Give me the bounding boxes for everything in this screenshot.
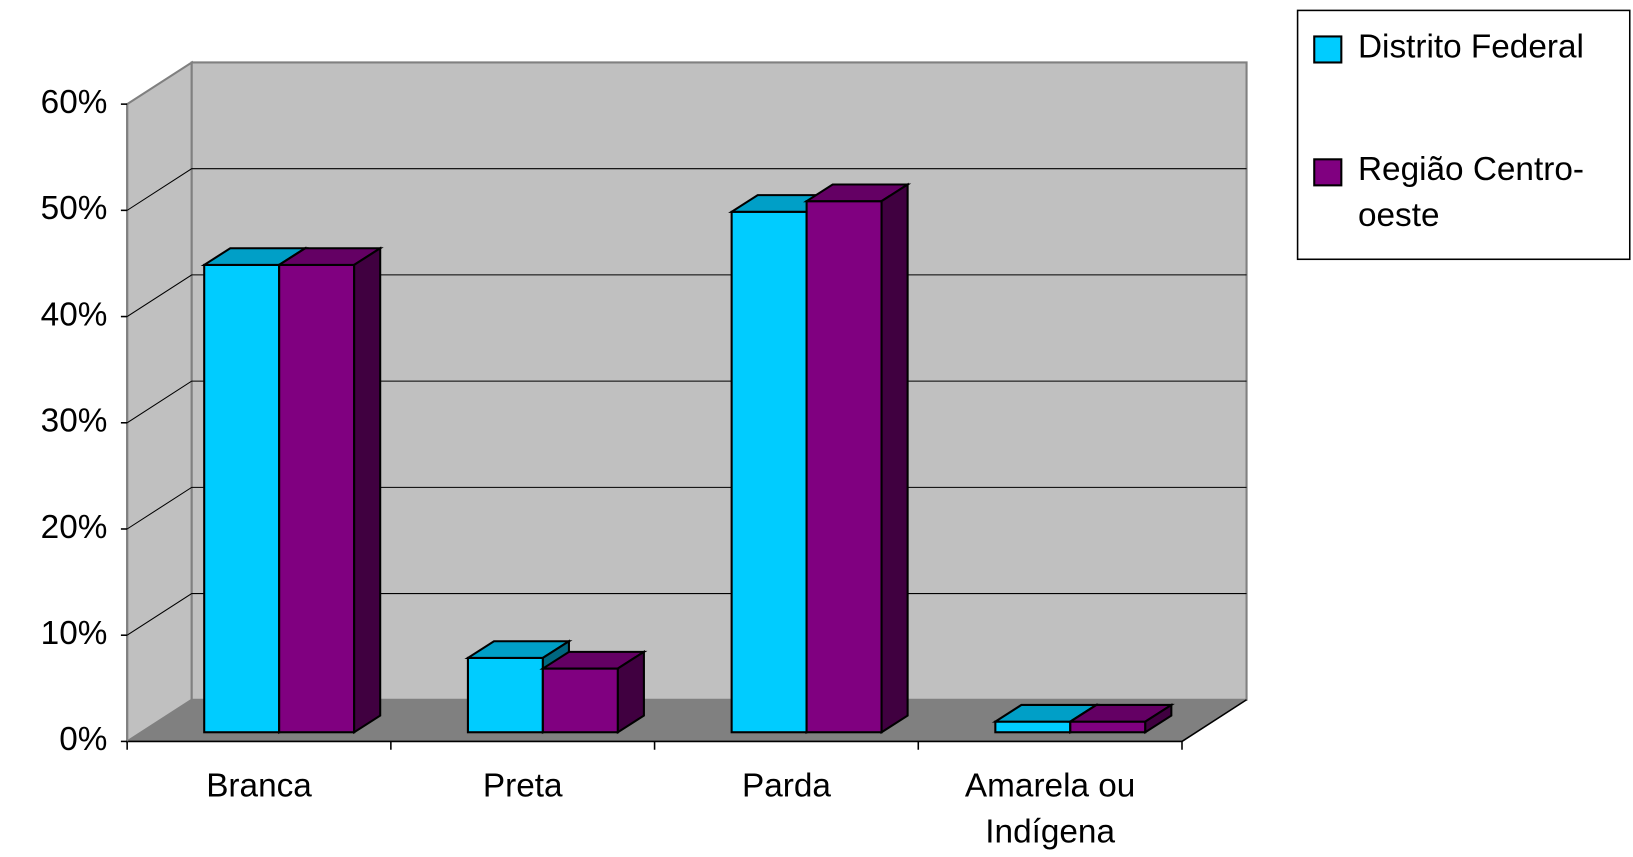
legend-swatch — [1313, 158, 1343, 187]
y-tick-label: 0% — [59, 721, 107, 758]
bar — [466, 656, 544, 734]
bar — [203, 263, 281, 734]
legend-label: Distrito Federal — [1357, 27, 1584, 65]
x-tick-label: Preta — [482, 766, 563, 804]
y-tick-label: 20% — [41, 509, 108, 546]
grid-line — [126, 168, 1247, 211]
floor-edge — [1181, 699, 1247, 743]
y-tick-label: 50% — [41, 190, 108, 227]
legend-box — [1296, 9, 1631, 261]
bar — [541, 667, 619, 734]
floor — [127, 699, 1247, 742]
legend-label-box: Região Centro-oeste — [1357, 149, 1584, 234]
legend-label: Região Centro-oeste — [1357, 149, 1584, 234]
y-tick-label: 40% — [41, 296, 108, 333]
legend-label-box: Distrito Federal — [1357, 27, 1584, 65]
y-tick-label: 60% — [41, 84, 108, 121]
bar — [994, 720, 1072, 734]
bar — [730, 210, 808, 734]
y-tick-label: 30% — [41, 403, 108, 440]
x-tick-label-box: Preta — [482, 766, 563, 804]
x-tick-label-box: Amarela ou Indígena — [964, 766, 1136, 850]
x-tick-label: Amarela ou Indígena — [964, 766, 1136, 850]
y-tick-label: 10% — [41, 615, 108, 652]
bar — [1069, 720, 1147, 734]
bar-side — [1144, 703, 1173, 735]
bar-side — [353, 246, 382, 735]
bar-side — [880, 182, 909, 735]
x-tick-label: Parda — [741, 766, 831, 804]
x-tick-label: Branca — [206, 766, 312, 804]
x-tick-label-box: Branca — [206, 766, 312, 804]
bar — [278, 263, 356, 734]
bar — [805, 200, 883, 734]
x-tick-label-box: Parda — [741, 766, 831, 804]
bar-side — [616, 649, 645, 735]
legend-swatch — [1313, 35, 1343, 64]
